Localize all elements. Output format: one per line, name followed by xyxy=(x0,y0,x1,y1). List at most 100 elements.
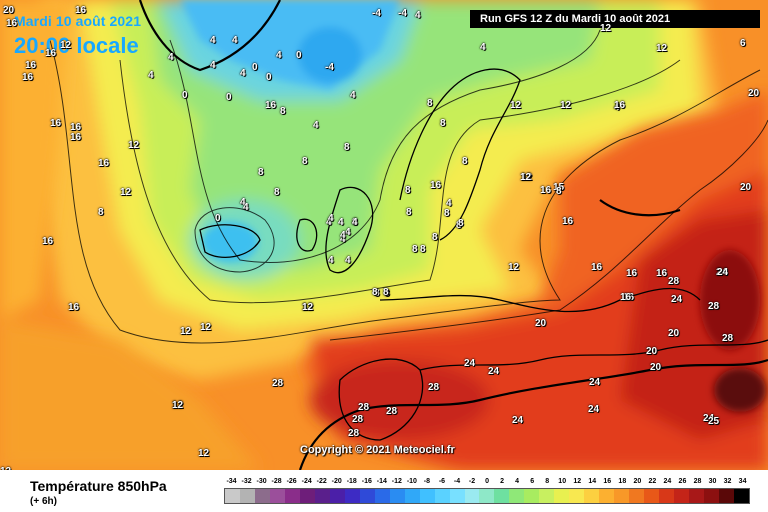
coast-europe xyxy=(379,287,701,313)
scale-tick-label: 18 xyxy=(618,478,627,485)
temperature-value-label: 12 xyxy=(302,302,314,313)
scale-tick-label: 0 xyxy=(485,478,489,485)
scale-tick-label: -18 xyxy=(346,478,357,485)
temperature-value-label: 8 xyxy=(427,98,433,109)
coast-north-africa xyxy=(298,358,768,470)
temperature-value-label: 4 xyxy=(328,255,334,266)
temperature-value-label: 4 xyxy=(338,217,344,228)
temperature-value-label: 16 xyxy=(22,72,34,83)
scale-color-swatch xyxy=(464,489,480,503)
cold-core-north2 xyxy=(298,27,362,83)
temperature-value-label: 12 xyxy=(508,262,520,273)
temperature-value-label: 20 xyxy=(3,5,15,16)
temperature-value-label: 4 xyxy=(326,217,332,228)
scale-tick-label: -6 xyxy=(438,478,446,485)
temperature-value-label: 4 xyxy=(350,90,356,101)
scale-color-swatch xyxy=(239,489,255,503)
scale-tick-label: 26 xyxy=(678,478,687,485)
temperature-value-label: 24 xyxy=(589,377,601,388)
temperature-value-label: 4 xyxy=(614,102,620,113)
scale-tick-label: 8 xyxy=(545,478,550,485)
temperature-map xyxy=(0,0,768,470)
temperature-value-label: 16 xyxy=(98,158,110,169)
temperature-value-label: 4 xyxy=(328,213,334,224)
scale-tick-label: 16 xyxy=(603,478,612,485)
coast-iceland xyxy=(199,224,261,258)
temperature-value-label: 16 xyxy=(25,60,37,71)
temperature-value-label: 20 xyxy=(668,328,680,339)
scale-tick-label: 28 xyxy=(693,478,702,485)
temperature-value-label: 4 xyxy=(240,68,246,79)
temperature-value-label: -4 xyxy=(372,8,381,19)
temperature-value-label: 4 xyxy=(168,52,174,63)
coast-greenland xyxy=(138,0,281,72)
model-run-label: Run GFS 12 Z du Mardi 10 août 2021 xyxy=(470,10,760,28)
temperature-value-label: 16 xyxy=(75,5,87,16)
temperature-value-label: 16 xyxy=(68,302,80,313)
temperature-value-label: 4 xyxy=(415,10,421,21)
temperature-value-label: 16 xyxy=(50,118,62,129)
temperature-value-label: 4 xyxy=(210,60,216,71)
temperature-value-label: 12 xyxy=(128,140,140,151)
temperature-value-label: 4 xyxy=(313,120,319,131)
temperature-value-label: 0 xyxy=(182,90,188,101)
zone-30-hot xyxy=(700,250,760,350)
scale-color-swatch xyxy=(404,489,420,503)
temperature-value-label: 20 xyxy=(740,182,752,193)
scale-tick-label: -16 xyxy=(361,478,372,485)
temperature-value-label: 16 xyxy=(42,236,54,247)
scale-color-swatch xyxy=(284,489,300,503)
temperature-value-label: 4 xyxy=(345,227,351,238)
scale-color-swatch xyxy=(329,489,345,503)
temperature-value-label: 12 xyxy=(520,172,532,183)
temperature-value-label: 4 xyxy=(345,255,351,266)
temperature-value-label: 8 xyxy=(456,220,462,231)
temperature-value-label: 8 xyxy=(440,118,446,129)
color-scale: -34 -32 -30 -28 -26 -24 -22 -20 -18 -16 -14 -12 -10-… xyxy=(224,476,750,508)
temperature-value-label: 4 xyxy=(210,35,216,46)
temperature-value-label: -4 xyxy=(398,8,407,19)
temperature-value-label: 28 xyxy=(348,428,360,439)
scale-color-swatch xyxy=(269,489,285,503)
scale-color-swatch xyxy=(689,489,704,503)
temperature-value-label: 8 xyxy=(274,187,280,198)
scale-tick-label: -12 xyxy=(391,478,402,485)
temperature-value-label: 0 xyxy=(215,213,221,224)
coast-ireland xyxy=(296,218,318,252)
temperature-value-label: 0 xyxy=(226,92,232,103)
temperature-value-label: 16 xyxy=(591,262,603,273)
temperature-value-label: 16 xyxy=(614,100,626,111)
color-scale-ticks: -34 -32 -30 -28 -26 -24 -22 -20 -18 -16 -14 -12 -10-… xyxy=(224,476,750,488)
coast-med xyxy=(419,339,768,371)
scale-tick-label: -30 xyxy=(256,478,267,485)
temperature-value-label: 8 xyxy=(98,207,104,218)
zone-18-sw xyxy=(0,320,260,470)
scale-tick-label: 24 xyxy=(663,478,672,485)
temperature-value-label: 16 xyxy=(540,185,552,196)
scale-tick-label: -10 xyxy=(406,478,417,485)
temperature-value-label: 16 xyxy=(620,292,632,303)
temperature-value-label: 16 xyxy=(45,48,57,59)
temperature-value-label: 28 xyxy=(352,414,364,425)
isotherm-20 xyxy=(329,119,768,341)
temperature-value-label: 16 xyxy=(430,180,442,191)
temperature-value-label: 12 xyxy=(521,172,533,183)
temperature-value-label: 8 xyxy=(458,218,464,229)
temperature-value-label: 4 xyxy=(352,217,358,228)
temperature-value-label: 8 xyxy=(258,167,264,178)
temperature-value-label: 12 xyxy=(302,302,314,313)
scale-color-swatch xyxy=(674,489,690,503)
scale-color-swatch xyxy=(554,489,570,503)
temperature-value-label: 25 xyxy=(708,416,720,427)
temperature-value-label: 28 xyxy=(708,301,720,312)
temperature-value-label: 12 xyxy=(120,187,132,198)
temperature-value-label: 8 xyxy=(462,156,468,167)
temperature-value-label: 4 xyxy=(340,234,346,245)
scale-tick-label: 12 xyxy=(573,478,582,485)
temperature-value-label: 28 xyxy=(722,333,734,344)
forecast-offset: (+ 6h) xyxy=(30,496,57,507)
temperature-value-label: 12 xyxy=(180,326,192,337)
scale-tick-label: 34 xyxy=(738,478,747,485)
temperature-value-label: 28 xyxy=(386,406,398,417)
scale-color-swatch xyxy=(359,489,375,503)
